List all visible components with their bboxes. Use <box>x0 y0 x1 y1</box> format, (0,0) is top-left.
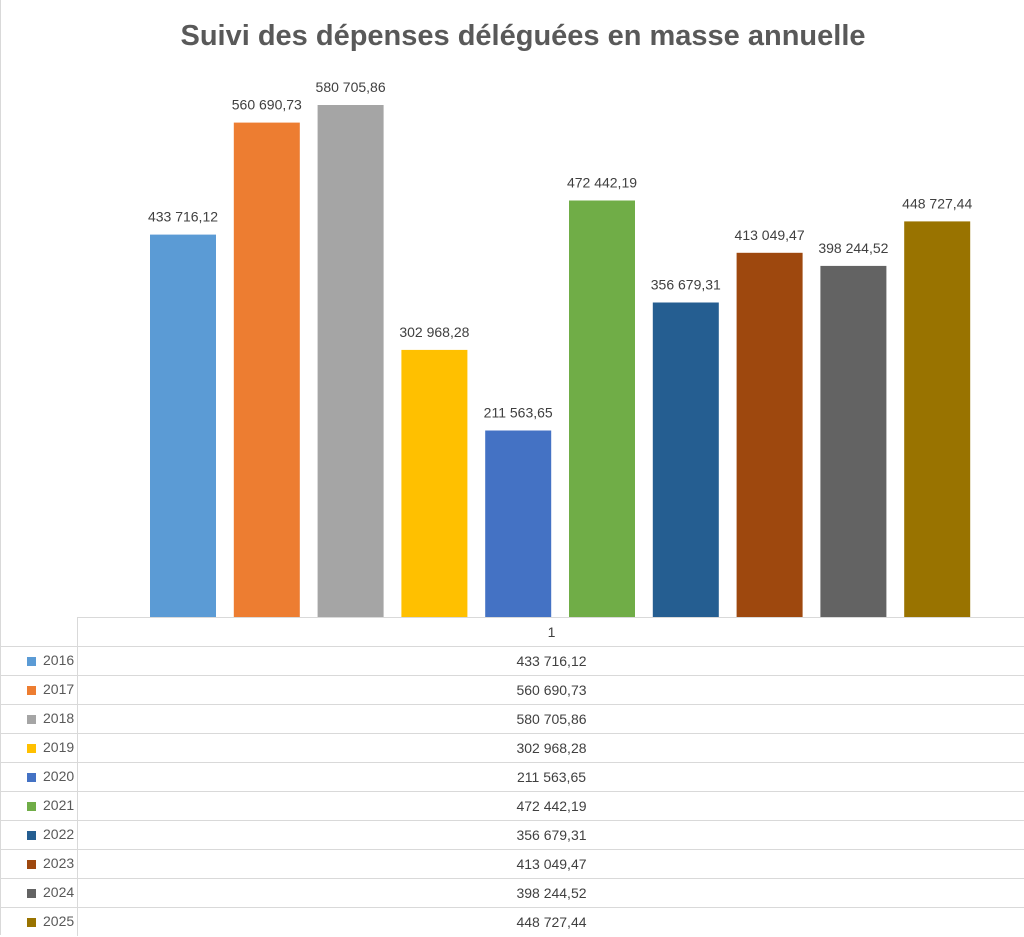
table-row-2019: 2019 302 968,28 <box>1 733 1024 762</box>
legend-label-2024: 2024 <box>43 884 75 900</box>
legend-swatch-2020 <box>27 773 36 782</box>
legend-label-2023: 2023 <box>43 855 75 871</box>
data-label-2023: 413 049,47 <box>735 227 805 243</box>
legend-key-2017: 2017 <box>1 676 77 704</box>
data-label-2017: 560 690,73 <box>232 97 302 113</box>
table-row-2017: 2017 560 690,73 <box>1 675 1024 704</box>
bar-2022 <box>652 302 719 617</box>
data-table: 1 2016 433 716,12 2017 560 690,73 2018 580 70… <box>1 617 1024 936</box>
table-row-2021: 2021 472 442,19 <box>1 791 1024 820</box>
table-value-2023: 413 049,47 <box>77 850 1024 878</box>
legend-swatch-2017 <box>27 686 36 695</box>
legend-label-2022: 2022 <box>43 826 75 842</box>
legend-key-2020: 2020 <box>1 763 77 791</box>
table-value-2025: 448 727,44 <box>77 908 1024 936</box>
table-value-2024: 398 244,52 <box>77 879 1024 907</box>
data-label-2019: 302 968,28 <box>399 324 469 340</box>
table-value-2019: 302 968,28 <box>77 734 1024 762</box>
data-label-2018: 580 705,86 <box>316 79 386 95</box>
bar-2018 <box>317 105 384 617</box>
table-row-2018: 2018 580 705,86 <box>1 704 1024 733</box>
legend-label-2020: 2020 <box>43 768 75 784</box>
legend-label-2017: 2017 <box>43 681 75 697</box>
table-value-2020: 211 563,65 <box>77 763 1024 791</box>
legend-swatch-2022 <box>27 831 36 840</box>
legend-key-2021: 2021 <box>1 792 77 820</box>
legend-key-2018: 2018 <box>1 705 77 733</box>
bar-2021 <box>569 200 635 617</box>
legend-key-2019: 2019 <box>1 734 77 762</box>
legend-swatch-2016 <box>27 657 36 666</box>
legend-key-2025: 2025 <box>1 908 77 936</box>
data-label-2021: 472 442,19 <box>567 175 637 191</box>
bar-2017 <box>233 122 300 617</box>
bar-2025 <box>904 221 971 617</box>
legend-key-2024: 2024 <box>1 879 77 907</box>
legend-swatch-2023 <box>27 860 36 869</box>
table-row-2016: 2016 433 716,12 <box>1 646 1024 675</box>
table-row-2020: 2020 211 563,65 <box>1 762 1024 791</box>
legend-label-2016: 2016 <box>43 652 75 668</box>
data-label-2020: 211 563,65 <box>484 405 553 421</box>
legend-label-2018: 2018 <box>43 710 75 726</box>
legend-swatch-2024 <box>27 889 36 898</box>
legend-swatch-2019 <box>27 744 36 753</box>
legend-swatch-2021 <box>27 802 36 811</box>
table-value-2021: 472 442,19 <box>77 792 1024 820</box>
legend-swatch-2018 <box>27 715 36 724</box>
category-label: 1 <box>547 624 556 640</box>
table-row-2025: 2025 448 727,44 <box>1 907 1024 936</box>
legend-key-2023: 2023 <box>1 850 77 878</box>
legend-key-2022: 2022 <box>1 821 77 849</box>
legend-key-2016: 2016 <box>1 647 77 675</box>
bar-2016 <box>150 234 216 617</box>
bar-2024 <box>820 265 887 617</box>
bar-plot: 433 716,12 560 690,73 580 705,86 302 968,28… <box>148 79 972 617</box>
table-value-2016: 433 716,12 <box>77 647 1024 675</box>
table-row-2022: 2022 356 679,31 <box>1 820 1024 849</box>
data-label-2016: 433 716,12 <box>148 209 218 225</box>
legend-label-2025: 2025 <box>43 913 75 929</box>
table-row-2023: 2023 413 049,47 <box>1 849 1024 878</box>
table-value-2017: 560 690,73 <box>77 676 1024 704</box>
legend-label-2021: 2021 <box>43 797 75 813</box>
data-label-2022: 356 679,31 <box>651 277 721 293</box>
chart-title: Suivi des dépenses déléguées en masse an… <box>180 20 866 52</box>
table-row-2024: 2024 398 244,52 <box>1 878 1024 907</box>
table-value-2022: 356 679,31 <box>77 821 1024 849</box>
data-table-header: 1 <box>77 617 1024 646</box>
legend-swatch-2025 <box>27 918 36 927</box>
bar-2023 <box>736 252 803 617</box>
bar-2019 <box>401 349 468 617</box>
table-value-2018: 580 705,86 <box>77 705 1024 733</box>
data-label-2025: 448 727,44 <box>902 195 972 211</box>
legend-label-2019: 2019 <box>43 739 75 755</box>
data-label-2024: 398 244,52 <box>818 240 888 256</box>
bar-2020 <box>485 430 552 617</box>
